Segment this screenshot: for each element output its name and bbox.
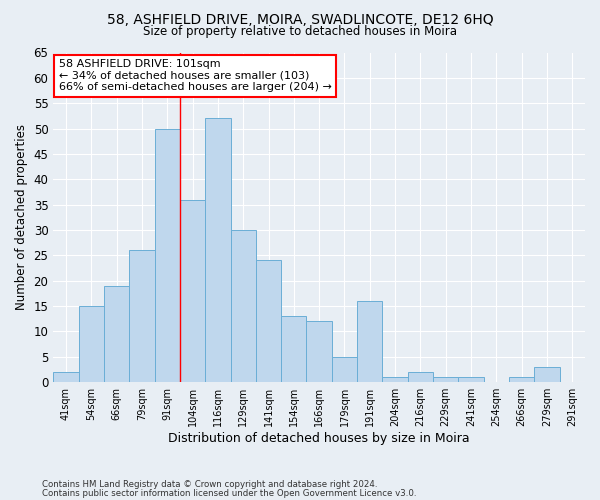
Bar [535, 367, 560, 382]
Bar [281, 316, 307, 382]
Bar [408, 372, 433, 382]
Bar [129, 250, 155, 382]
Text: Contains HM Land Registry data © Crown copyright and database right 2024.: Contains HM Land Registry data © Crown c… [42, 480, 377, 489]
Bar [458, 377, 484, 382]
Text: Contains public sector information licensed under the Open Government Licence v3: Contains public sector information licen… [42, 490, 416, 498]
X-axis label: Distribution of detached houses by size in Moira: Distribution of detached houses by size … [169, 432, 470, 445]
Bar [433, 377, 458, 382]
Bar [332, 357, 357, 382]
Bar [230, 230, 256, 382]
Bar [104, 286, 129, 382]
Text: Size of property relative to detached houses in Moira: Size of property relative to detached ho… [143, 25, 457, 38]
Bar [53, 372, 79, 382]
Bar [205, 118, 230, 382]
Text: 58 ASHFIELD DRIVE: 101sqm
← 34% of detached houses are smaller (103)
66% of semi: 58 ASHFIELD DRIVE: 101sqm ← 34% of detac… [59, 59, 331, 92]
Bar [357, 301, 382, 382]
Bar [307, 322, 332, 382]
Bar [180, 200, 205, 382]
Y-axis label: Number of detached properties: Number of detached properties [15, 124, 28, 310]
Bar [382, 377, 408, 382]
Bar [155, 128, 180, 382]
Bar [256, 260, 281, 382]
Bar [79, 306, 104, 382]
Bar [509, 377, 535, 382]
Text: 58, ASHFIELD DRIVE, MOIRA, SWADLINCOTE, DE12 6HQ: 58, ASHFIELD DRIVE, MOIRA, SWADLINCOTE, … [107, 12, 493, 26]
